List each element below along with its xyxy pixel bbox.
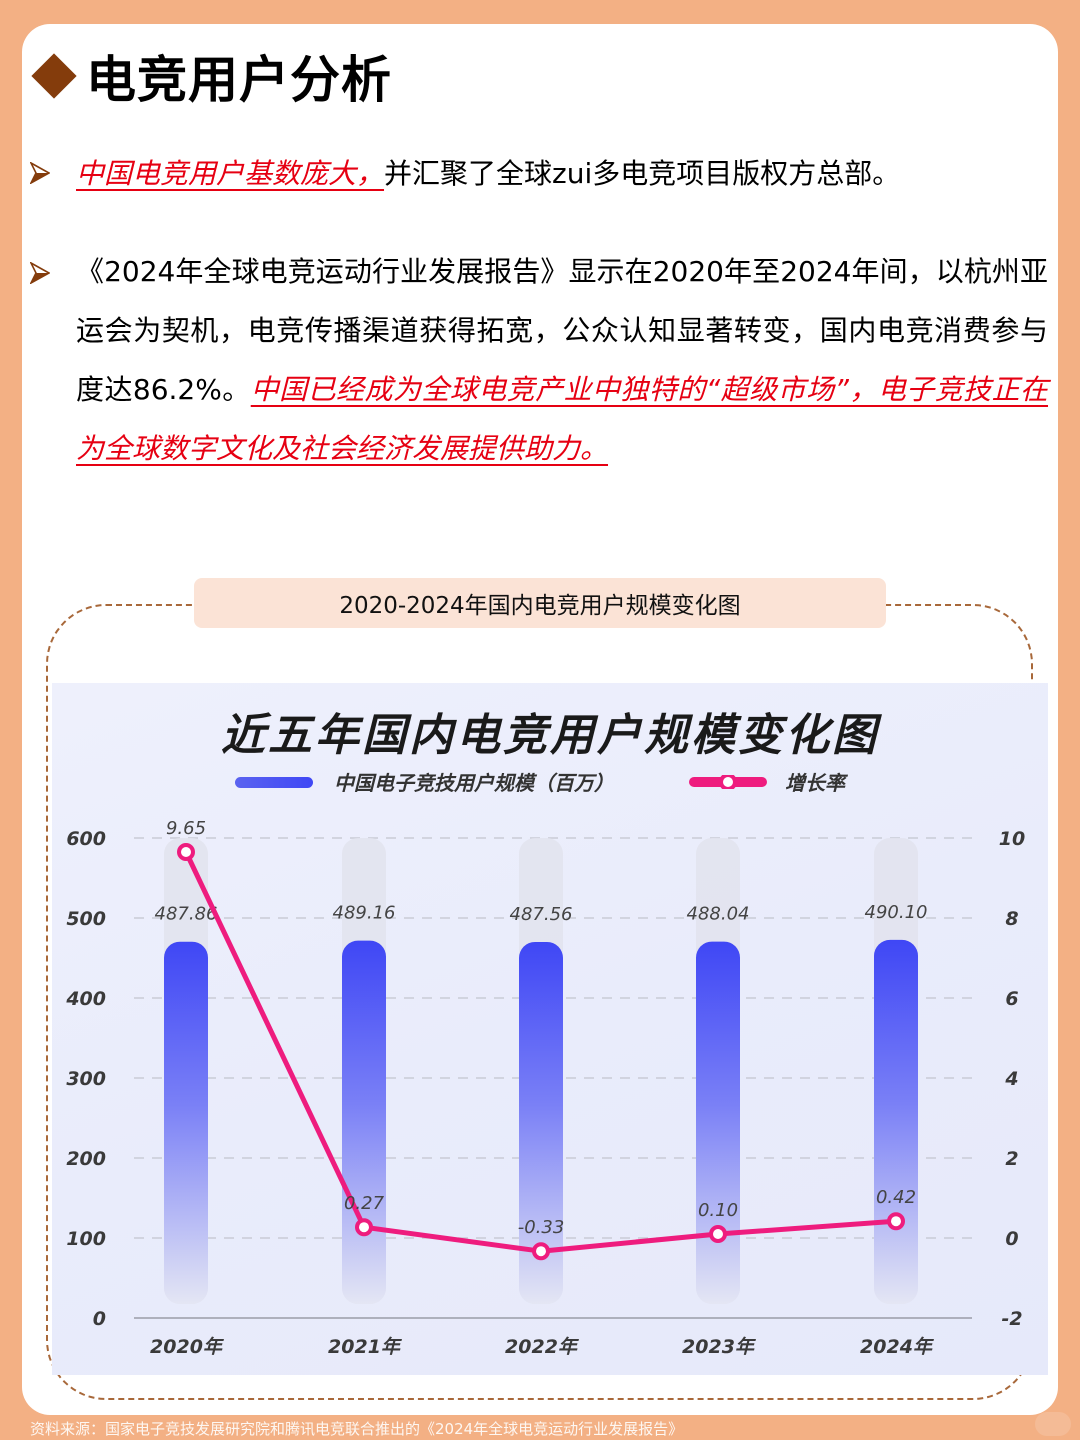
left-axis-tick: 300 [66,1068,106,1090]
chart-legend: 中国电子竞技用户规模（百万） 增长率 [52,767,1048,797]
bullet-2-text: 《2024年全球电竞运动行业发展报告》显示在2020年至2024年间，以杭州亚运… [76,255,1048,406]
legend-bar-swatch-icon [235,777,313,788]
growth-value-label: 9.65 [166,818,206,839]
growth-value-label: 0.10 [698,1200,738,1221]
combo-chart-plot: 600 10 500 8 400 6 300 4 200 2 100 0 0 -2 487.86 2020年 4… [65,818,1025,1358]
x-axis-category: 2024年 [860,1336,935,1358]
source-note: 资料来源：国家电子竞技发展研究院和腾讯电竞联合推出的《2024年全球电竞运动行业… [30,1420,684,1438]
bar-value-label: 490.10 [865,902,928,923]
growth-point [532,1242,550,1261]
legend-line-swatch-icon [689,775,767,789]
right-axis-tick: 2 [1005,1148,1018,1170]
legend-line-label: 增长率 [785,771,845,795]
growth-value-label: 0.27 [344,1193,385,1214]
left-axis-tick: 0 [93,1308,106,1330]
arrow-bullet-icon [30,162,50,184]
left-axis-tick: 200 [66,1148,106,1170]
bar-value-label: 489.16 [333,903,396,924]
right-axis-tick: 0 [1005,1228,1018,1250]
section-header: 电竞用户分析 [30,44,392,109]
right-axis-tick: -2 [1001,1308,1022,1330]
bullet-2: 《2024年全球电竞运动行业发展报告》显示在2020年至2024年间，以杭州亚运… [76,242,1048,478]
right-axis-tick: 8 [1005,908,1018,930]
left-axis-tick: 400 [65,988,106,1010]
arrow-bullet-icon [30,262,50,284]
x-axis-category: 2023年 [682,1336,757,1358]
right-axis-tick: 4 [1004,1068,1018,1090]
left-axis-tick: 600 [66,828,106,850]
growth-point [887,1212,905,1231]
bar-value [519,941,563,1304]
bullet-1-text: 并汇聚了全球zui多电竞项目版权方总部。 [384,157,901,190]
bar-value-label: 487.86 [155,904,218,925]
bar-value [164,941,208,1304]
bullet-1: 中国电竞用户基数庞大，并汇聚了全球zui多电竞项目版权方总部。 [76,144,900,203]
chart-caption: 2020-2024年国内电竞用户规模变化图 [194,578,886,628]
right-axis-tick: 10 [999,828,1025,850]
chart-area: 近五年国内电竞用户规模变化图 中国电子竞技用户规模（百万） 增长率 600 10 5… [52,683,1048,1375]
bar-value [342,940,386,1304]
bar-value [874,939,918,1304]
growth-point [355,1218,373,1237]
growth-value-label: 0.42 [876,1187,916,1208]
page-title: 电竞用户分析 [86,51,392,109]
x-axis-category: 2020年 [150,1336,225,1358]
bar-value-label: 488.04 [687,904,750,925]
growth-point [709,1225,727,1243]
bar-value-label: 487.56 [510,904,573,925]
x-axis-category: 2021年 [328,1336,403,1358]
watermark-badge [1035,1412,1071,1436]
x-axis-category: 2022年 [505,1336,580,1358]
chart-title: 近五年国内电竞用户规模变化图 [221,710,879,761]
bar-value [696,941,740,1304]
left-axis-tick: 500 [66,908,106,930]
diamond-icon [31,53,77,99]
legend-bar-label: 中国电子竞技用户规模（百万） [334,771,614,795]
right-axis-tick: 6 [1005,988,1018,1010]
left-axis-tick: 100 [66,1228,106,1250]
growth-point [177,843,195,861]
bullet-2-highlight: 中国已经成为全球电竞产业中独特的“超级市场”，电子竞技正在为全球数字文化及社会经… [76,373,1049,465]
growth-value-label: -0.33 [518,1217,565,1238]
bullet-1-highlight: 中国电竞用户基数庞大， [76,157,385,190]
